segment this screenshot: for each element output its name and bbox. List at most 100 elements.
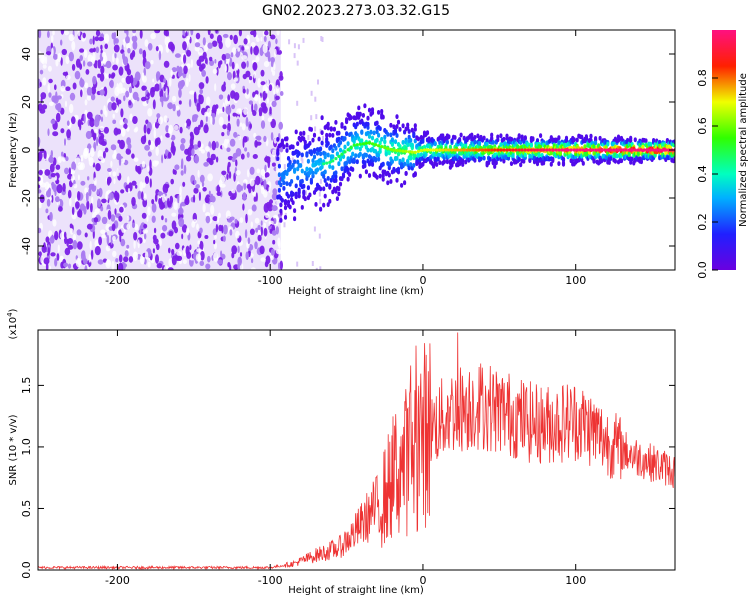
signal-cell (319, 206, 323, 212)
noise-blob (276, 30, 280, 36)
signal-cell (435, 162, 439, 167)
noise-blob (127, 176, 130, 185)
signal-cell (445, 139, 449, 145)
noise-blob (83, 49, 88, 58)
signal-cell (537, 153, 541, 158)
noise-blob (123, 256, 129, 263)
ridge-point (575, 148, 579, 152)
noise-blob (128, 256, 134, 263)
noise-blob (114, 86, 120, 97)
noise-blob (96, 188, 100, 196)
noise-blob (133, 157, 139, 162)
snr-ytick-label: 0.0 (20, 561, 33, 579)
noise-blob (98, 187, 103, 198)
signal-cell (303, 196, 307, 202)
signal-cell (381, 173, 385, 179)
ridge-point (441, 148, 445, 152)
noise-blob (178, 192, 182, 203)
signal-cell (311, 137, 315, 143)
noise-blob (44, 169, 51, 176)
noise-blob (84, 82, 89, 89)
noise-blob (71, 63, 76, 71)
noise-blob (145, 90, 148, 95)
ridge-point (355, 143, 359, 147)
ridge-point (526, 148, 531, 152)
noise-blob (260, 120, 266, 129)
noise-blob (210, 115, 213, 125)
noise-blob (39, 182, 46, 188)
noise-blob (167, 267, 174, 270)
signal-cell (338, 181, 343, 187)
noise-blob (94, 36, 100, 42)
noise-blob (84, 99, 88, 106)
noise-blob (256, 168, 261, 174)
noise-blob (38, 189, 42, 194)
noise-blob (116, 57, 119, 65)
noise-blob (230, 216, 235, 221)
ridge-point (444, 148, 448, 152)
noise-blob (269, 255, 274, 261)
ridge-point (465, 148, 469, 152)
noise-blob (225, 105, 232, 115)
noise-blob (275, 95, 280, 101)
noise-blob (246, 88, 249, 95)
noise-blob (231, 104, 236, 110)
ridge-point (569, 148, 573, 152)
noise-blob (220, 175, 226, 183)
ridge-point (364, 141, 368, 145)
speckle (319, 266, 322, 270)
signal-cell (328, 132, 332, 138)
noise-blob (45, 208, 49, 214)
ridge-point (471, 148, 475, 152)
noise-blob (163, 115, 168, 123)
noise-blob (117, 262, 124, 270)
noise-blob (112, 53, 115, 63)
noise-blob (242, 73, 247, 80)
signal-cell (448, 153, 452, 158)
noise-blob (245, 116, 249, 127)
noise-blob (150, 87, 155, 98)
signal-cell (370, 162, 375, 167)
ridge-point (652, 148, 656, 152)
noise-blob (237, 245, 240, 253)
signal-cell (340, 124, 344, 129)
noise-blob (270, 60, 274, 68)
signal-cell (424, 152, 428, 157)
noise-blob (151, 215, 156, 223)
noise-blob (65, 86, 71, 91)
signal-cell (364, 169, 368, 175)
noise-blob (39, 108, 46, 114)
noise-blob (39, 81, 42, 88)
noise-blob (153, 238, 159, 245)
signal-cell (308, 192, 312, 198)
noise-blob (237, 69, 240, 78)
noise-blob (171, 248, 175, 256)
noise-blob (194, 154, 200, 164)
signal-cell (326, 176, 330, 181)
ridge-point (627, 148, 631, 152)
signal-cell (306, 158, 310, 164)
noise-blob (218, 116, 224, 126)
noise-blob (52, 219, 57, 227)
signal-cell (581, 161, 585, 166)
noise-blob (100, 116, 104, 122)
noise-blob (95, 46, 100, 54)
signal-cell (309, 127, 313, 132)
noise-blob (165, 132, 171, 138)
signal-cell (329, 126, 333, 132)
noise-blob (185, 35, 191, 41)
signal-cell (312, 154, 317, 160)
noise-blob (58, 206, 63, 212)
noise-blob (127, 188, 131, 194)
signal-cell (416, 152, 420, 158)
noise-blob (257, 230, 261, 236)
noise-blob (269, 106, 272, 115)
signal-cell (293, 216, 297, 222)
speckle (288, 39, 291, 45)
signal-cell (580, 157, 584, 163)
noise-blob (199, 260, 205, 266)
signal-cell (370, 135, 375, 141)
noise-blob (278, 262, 281, 270)
snr-panel: -200 -100 0 100 0.0 0.5 1.0 1.5 Height of strai… (6, 308, 676, 596)
noise-blob (190, 30, 194, 36)
